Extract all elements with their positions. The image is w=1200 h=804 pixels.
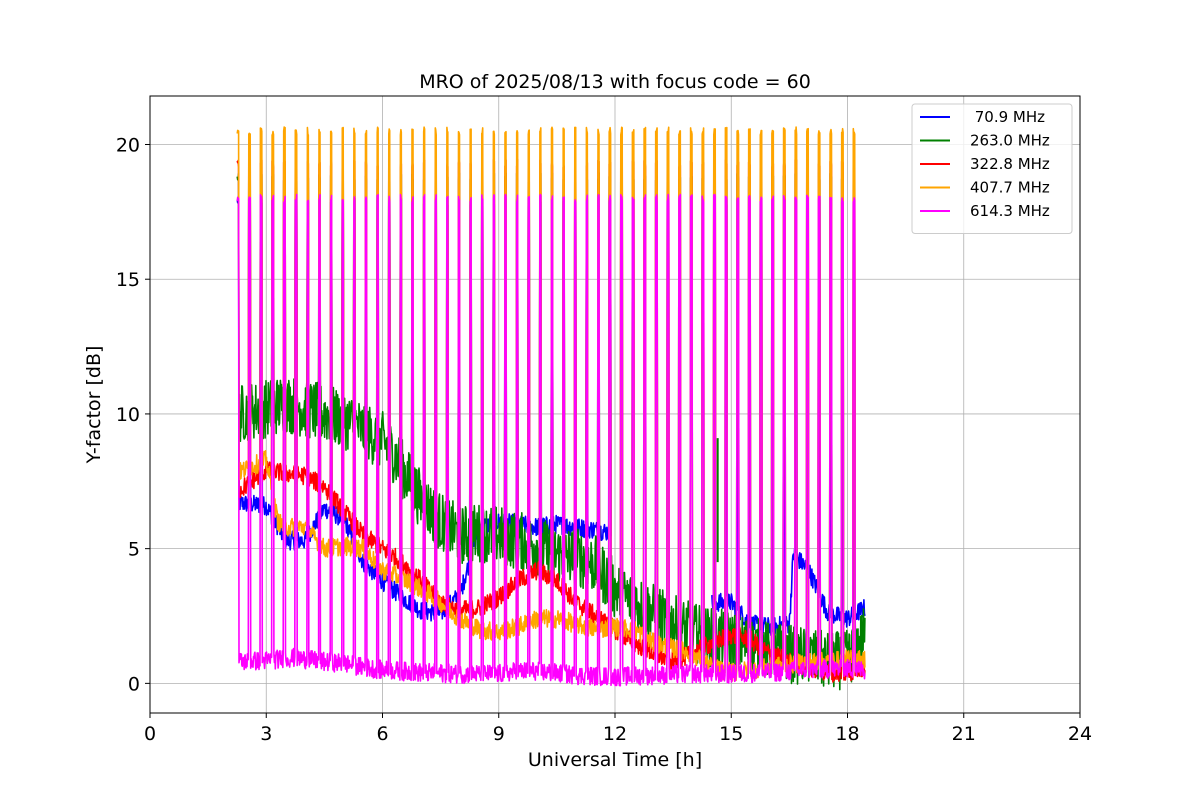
y-tick-label: 5 — [128, 539, 140, 561]
y-axis-label: Y-factor [dB] — [83, 346, 105, 465]
x-tick-label: 9 — [493, 723, 505, 745]
axis-ticks: 0 3 6 9 12 15 18 21 24 0 5 10 15 20 — [116, 134, 1092, 745]
x-tick-label: 12 — [603, 723, 627, 745]
x-tick-label: 15 — [719, 723, 743, 745]
y-tick-label: 10 — [116, 404, 140, 426]
legend-label: 70.9 MHz — [970, 108, 1045, 126]
x-tick-label: 6 — [376, 723, 388, 745]
y-tick-label: 0 — [128, 673, 140, 695]
y-tick-label: 15 — [116, 269, 140, 291]
plot-data — [236, 126, 866, 691]
legend: 70.9 MHz 263.0 MHz 322.8 MHz 407.7 MHz 614.3… — [911, 103, 1073, 234]
legend-label: 407.7 MHz — [970, 179, 1050, 197]
chart-title: MRO of 2025/08/13 with focus code = 60 — [419, 71, 811, 93]
legend-label: 263.0 MHz — [970, 132, 1050, 150]
x-tick-label: 3 — [260, 723, 272, 745]
y-tick-label: 20 — [116, 134, 140, 156]
legend-label: 614.3 MHz — [970, 202, 1050, 220]
legend-box — [911, 103, 1073, 234]
x-tick-label: 21 — [952, 723, 976, 745]
x-tick-label: 24 — [1068, 723, 1092, 745]
series-line — [236, 193, 866, 687]
x-tick-label: 0 — [144, 723, 156, 745]
legend-label: 322.8 MHz — [970, 155, 1050, 173]
x-axis-label: Universal Time [h] — [528, 749, 702, 771]
x-tick-label: 18 — [835, 723, 859, 745]
